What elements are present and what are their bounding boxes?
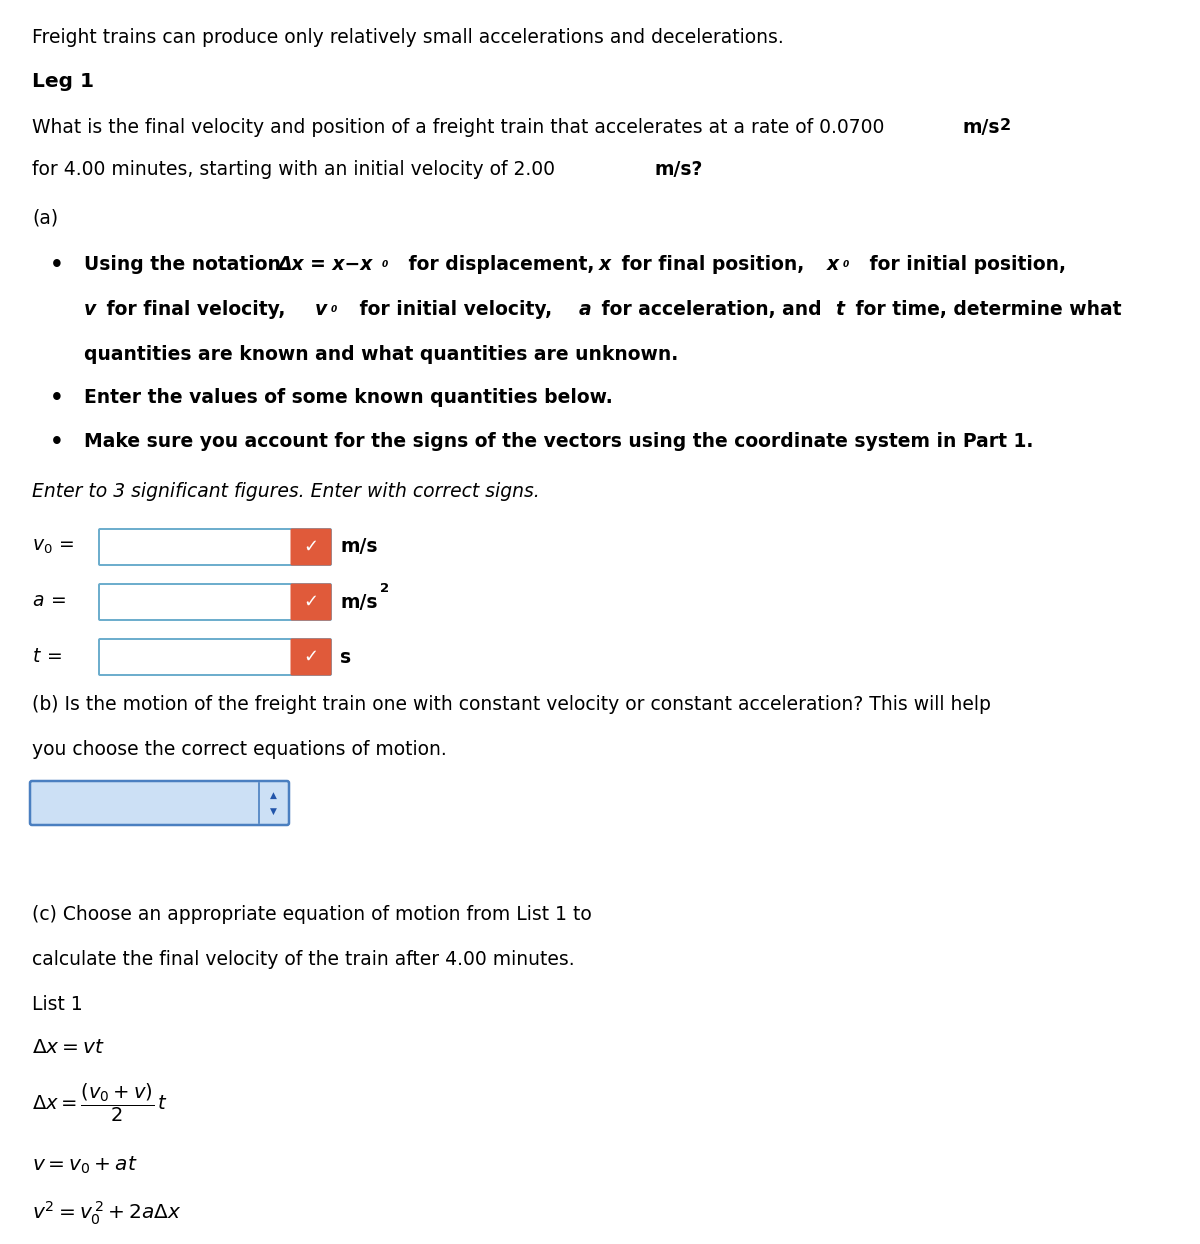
Text: you choose the correct equations of motion.: you choose the correct equations of moti… <box>32 740 446 759</box>
Text: (c) Choose an appropriate equation of motion from List 1 to: (c) Choose an appropriate equation of mo… <box>32 904 592 924</box>
Text: t: t <box>835 300 844 318</box>
Text: $\Delta x = vt$: $\Delta x = vt$ <box>32 1037 104 1057</box>
FancyBboxPatch shape <box>290 583 331 621</box>
Text: v: v <box>84 300 96 318</box>
Text: for final position,: for final position, <box>616 255 811 274</box>
Text: What is the final velocity and position of a freight train that accelerates at a: What is the final velocity and position … <box>32 118 890 137</box>
Text: v: v <box>314 300 328 318</box>
Text: Leg 1: Leg 1 <box>32 72 94 91</box>
Text: $\Delta x = \dfrac{(v_0 + v)}{2}\,t$: $\Delta x = \dfrac{(v_0 + v)}{2}\,t$ <box>32 1082 168 1125</box>
Text: for initial velocity,: for initial velocity, <box>353 300 559 318</box>
Text: $v = v_0 + at$: $v = v_0 + at$ <box>32 1154 138 1177</box>
Text: ₀: ₀ <box>331 300 337 315</box>
Text: Freight trains can produce only relatively small accelerations and decelerations: Freight trains can produce only relative… <box>32 29 784 47</box>
Text: ✓: ✓ <box>304 537 318 556</box>
Text: Make sure you account for the signs of the vectors using the coordinate system i: Make sure you account for the signs of t… <box>84 432 1033 452</box>
Text: ₀: ₀ <box>382 255 389 270</box>
Text: Using the notation: Using the notation <box>84 255 287 274</box>
Text: m/s: m/s <box>340 592 378 612</box>
Text: $\mathbf{2}$: $\mathbf{2}$ <box>998 117 1010 133</box>
Text: List 1: List 1 <box>32 995 83 1014</box>
Text: x: x <box>599 255 611 274</box>
FancyBboxPatch shape <box>30 781 289 825</box>
FancyBboxPatch shape <box>290 638 331 675</box>
Text: Δx = x−x: Δx = x−x <box>277 255 372 274</box>
Text: m/s: m/s <box>340 537 378 556</box>
Text: (a): (a) <box>32 208 58 226</box>
Text: •: • <box>50 255 64 275</box>
Text: Enter the values of some known quantities below.: Enter the values of some known quantitie… <box>84 388 613 407</box>
Text: •: • <box>50 432 64 452</box>
Text: ✓: ✓ <box>304 648 318 666</box>
FancyBboxPatch shape <box>98 529 331 565</box>
Text: 2: 2 <box>380 582 389 596</box>
Text: $v_0\,=$: $v_0\,=$ <box>32 536 74 556</box>
Text: ▼: ▼ <box>270 806 276 816</box>
Text: for displacement,: for displacement, <box>402 255 601 274</box>
Text: $v^2 = v_0^{\,2} + 2a\Delta x$: $v^2 = v_0^{\,2} + 2a\Delta x$ <box>32 1200 181 1228</box>
Text: (b) Is the motion of the freight train one with constant velocity or constant ac: (b) Is the motion of the freight train o… <box>32 695 991 714</box>
Text: for final velocity,: for final velocity, <box>100 300 292 318</box>
FancyBboxPatch shape <box>98 583 331 620</box>
Text: for time, determine what: for time, determine what <box>850 300 1122 318</box>
Text: calculate the final velocity of the train after 4.00 minutes.: calculate the final velocity of the trai… <box>32 950 575 969</box>
Text: ✓: ✓ <box>304 593 318 611</box>
Text: for acceleration, and: for acceleration, and <box>595 300 828 318</box>
FancyBboxPatch shape <box>98 639 331 675</box>
Text: ▲: ▲ <box>270 791 276 800</box>
Text: ₀: ₀ <box>842 255 850 270</box>
Text: $t\,=$: $t\,=$ <box>32 647 61 666</box>
Text: x: x <box>827 255 839 274</box>
Text: m/s: m/s <box>962 118 1000 137</box>
Text: for initial position,: for initial position, <box>863 255 1066 274</box>
FancyBboxPatch shape <box>290 529 331 566</box>
Text: a: a <box>580 300 592 318</box>
Text: for 4.00 minutes, starting with an initial velocity of 2.00: for 4.00 minutes, starting with an initi… <box>32 160 562 179</box>
Text: m/s?: m/s? <box>654 160 702 179</box>
Text: •: • <box>50 388 64 408</box>
Text: $a\,=$: $a\,=$ <box>32 591 66 611</box>
Text: quantities are known and what quantities are unknown.: quantities are known and what quantities… <box>84 345 678 364</box>
Text: s: s <box>340 647 352 667</box>
Text: Enter to 3 significant figures. Enter with correct signs.: Enter to 3 significant figures. Enter wi… <box>32 481 540 501</box>
